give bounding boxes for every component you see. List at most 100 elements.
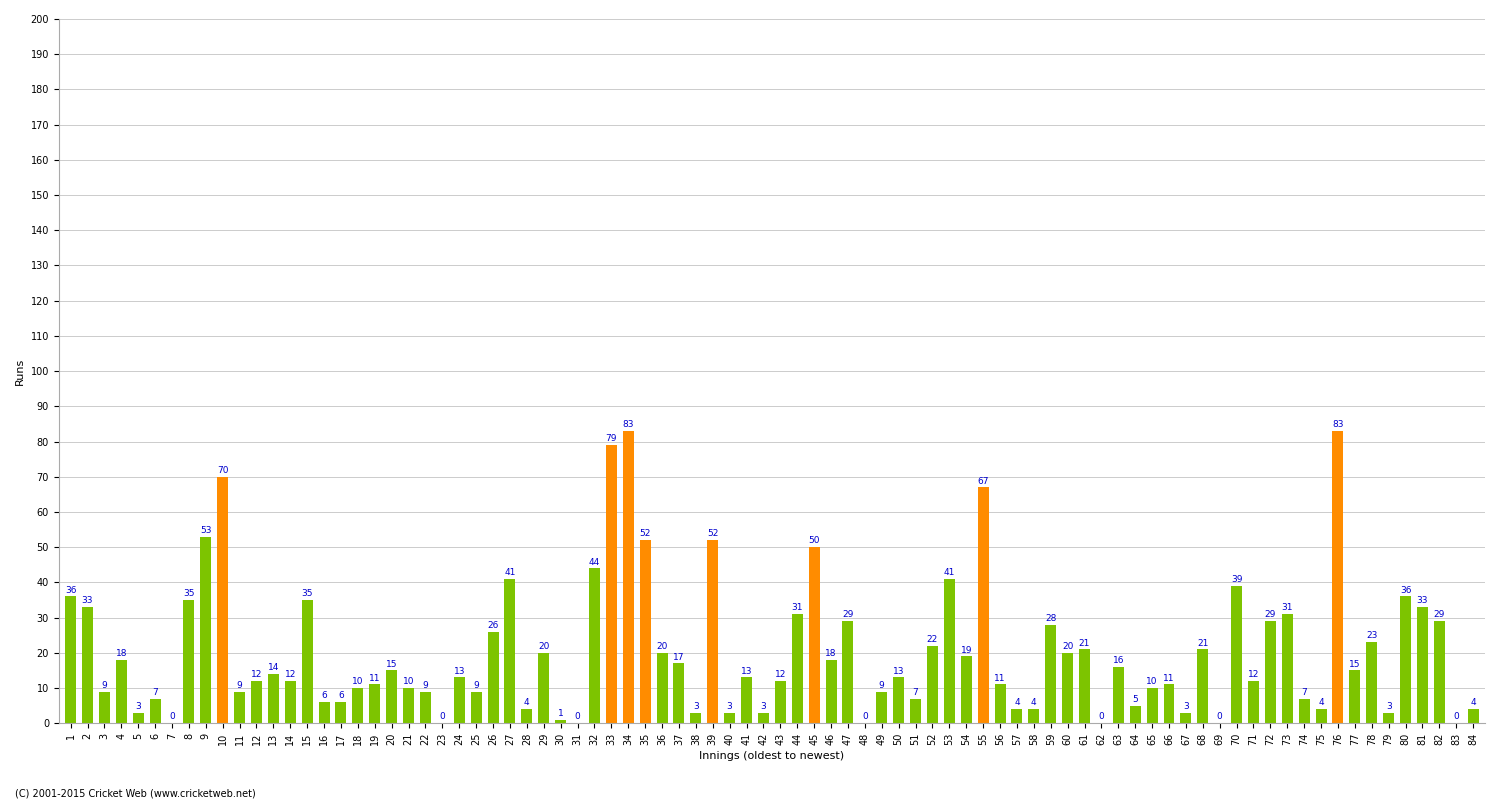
Bar	[116, 660, 128, 723]
Bar	[639, 540, 651, 723]
Text: 4: 4	[1470, 698, 1476, 707]
Bar	[150, 698, 160, 723]
Bar	[1146, 688, 1158, 723]
Bar	[1078, 650, 1090, 723]
Text: 9: 9	[102, 681, 108, 690]
Text: 21: 21	[1078, 638, 1090, 647]
Text: 3: 3	[1386, 702, 1392, 711]
Bar	[1332, 431, 1344, 723]
Text: 11: 11	[1164, 674, 1174, 682]
Bar	[1264, 621, 1276, 723]
Bar	[64, 597, 76, 723]
Text: 53: 53	[200, 526, 211, 535]
Bar	[606, 445, 616, 723]
Y-axis label: Runs: Runs	[15, 358, 26, 385]
Bar	[978, 487, 988, 723]
Bar	[404, 688, 414, 723]
Text: 7: 7	[152, 688, 157, 697]
Bar	[1164, 685, 1174, 723]
Bar	[268, 674, 279, 723]
Bar	[471, 691, 482, 723]
Bar	[234, 691, 244, 723]
Text: 10: 10	[352, 678, 363, 686]
Bar	[825, 660, 837, 723]
Text: 18: 18	[825, 649, 837, 658]
Bar	[1383, 713, 1394, 723]
Bar	[792, 614, 802, 723]
Bar	[1366, 642, 1377, 723]
Text: 9: 9	[237, 681, 243, 690]
Text: 20: 20	[657, 642, 668, 651]
Text: 3: 3	[1184, 702, 1190, 711]
Bar	[1248, 681, 1258, 723]
Text: 4: 4	[1030, 698, 1036, 707]
Text: 29: 29	[1434, 610, 1444, 619]
Text: 35: 35	[302, 590, 313, 598]
Bar	[420, 691, 430, 723]
Text: 6: 6	[338, 691, 344, 700]
Text: 20: 20	[1062, 642, 1074, 651]
Text: 9: 9	[423, 681, 429, 690]
Bar	[1197, 650, 1209, 723]
Text: 31: 31	[792, 603, 802, 612]
Text: 22: 22	[927, 635, 938, 644]
Bar	[1434, 621, 1444, 723]
Bar	[927, 646, 938, 723]
Text: 28: 28	[1046, 614, 1056, 623]
Text: 0: 0	[1098, 713, 1104, 722]
Text: 12: 12	[1248, 670, 1258, 679]
Bar	[674, 663, 684, 723]
Text: 17: 17	[674, 653, 684, 662]
Text: 52: 52	[639, 530, 651, 538]
Bar	[1029, 709, 1039, 723]
Text: 12: 12	[774, 670, 786, 679]
Bar	[251, 681, 262, 723]
Bar	[318, 702, 330, 723]
Text: 21: 21	[1197, 638, 1209, 647]
Text: (C) 2001-2015 Cricket Web (www.cricketweb.net): (C) 2001-2015 Cricket Web (www.cricketwe…	[15, 788, 255, 798]
Bar	[82, 607, 93, 723]
Text: 19: 19	[960, 646, 972, 654]
Bar	[657, 653, 668, 723]
Text: 0: 0	[1216, 713, 1222, 722]
Text: 20: 20	[538, 642, 549, 651]
Text: 13: 13	[453, 666, 465, 676]
Text: 13: 13	[741, 666, 753, 676]
Bar	[285, 681, 296, 723]
Bar	[1282, 614, 1293, 723]
X-axis label: Innings (oldest to newest): Innings (oldest to newest)	[699, 751, 844, 761]
Text: 52: 52	[706, 530, 718, 538]
Bar	[808, 547, 819, 723]
Bar	[352, 688, 363, 723]
Bar	[522, 709, 532, 723]
Text: 35: 35	[183, 590, 195, 598]
Bar	[386, 670, 398, 723]
Text: 15: 15	[1348, 660, 1360, 669]
Bar	[843, 621, 854, 723]
Bar	[201, 537, 211, 723]
Text: 0: 0	[440, 713, 446, 722]
Text: 31: 31	[1281, 603, 1293, 612]
Bar	[454, 678, 465, 723]
Bar	[910, 698, 921, 723]
Bar	[183, 600, 195, 723]
Text: 29: 29	[842, 610, 854, 619]
Text: 16: 16	[1113, 656, 1124, 665]
Bar	[217, 477, 228, 723]
Bar	[776, 681, 786, 723]
Bar	[504, 579, 516, 723]
Bar	[132, 713, 144, 723]
Bar	[1062, 653, 1072, 723]
Bar	[1180, 713, 1191, 723]
Bar	[758, 713, 770, 723]
Bar	[555, 720, 566, 723]
Text: 0: 0	[170, 713, 176, 722]
Text: 18: 18	[116, 649, 128, 658]
Bar	[1046, 625, 1056, 723]
Text: 11: 11	[369, 674, 381, 682]
Text: 36: 36	[1400, 586, 1411, 594]
Text: 4: 4	[1318, 698, 1324, 707]
Bar	[944, 579, 956, 723]
Bar	[538, 653, 549, 723]
Text: 33: 33	[1416, 596, 1428, 606]
